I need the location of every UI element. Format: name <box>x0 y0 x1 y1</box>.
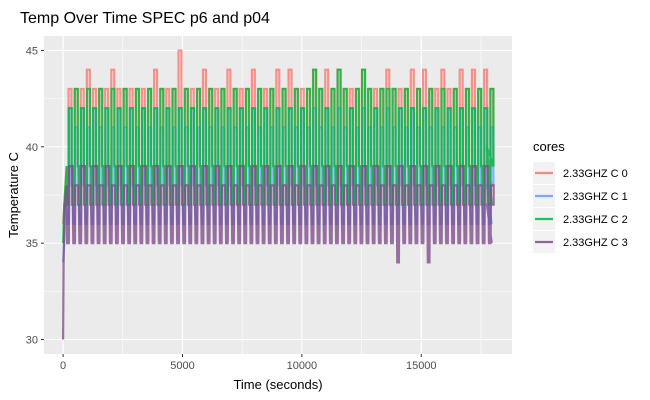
legend-items: 2.33GHZ C 0 2.33GHZ C 1 2.33GHZ C 2 2.33GHZ… <box>533 162 628 253</box>
chart-title: Temp Over Time SPEC p6 and p04 <box>20 10 270 27</box>
x-tick-label: 10000 <box>287 360 318 372</box>
x-tick-label: 0 <box>60 360 66 372</box>
legend: cores 2.33GHZ C 02.33GHZ C 12.33GHZ C 22… <box>533 139 628 253</box>
x-axis: 0 5000 10000 15000 <box>60 354 437 372</box>
y-tick-label: 30 <box>26 335 38 347</box>
x-tick-label: 15000 <box>406 360 437 372</box>
legend-label: 2.33GHZ C 1 <box>563 191 628 203</box>
y-axis: 30 35 40 45 <box>26 45 44 347</box>
y-tick-label: 45 <box>26 45 38 57</box>
legend-label: 2.33GHZ C 2 <box>563 214 628 226</box>
legend-title: cores <box>533 139 565 154</box>
x-tick-label: 5000 <box>170 360 194 372</box>
y-tick-label: 35 <box>26 238 38 250</box>
y-tick-label: 40 <box>26 142 38 154</box>
x-axis-title: Time (seconds) <box>233 377 322 392</box>
series-layer <box>62 49 495 340</box>
legend-label: 2.33GHZ C 3 <box>563 237 628 249</box>
legend-label: 2.33GHZ C 0 <box>563 168 628 180</box>
y-axis-title: Temperature C <box>6 152 21 238</box>
series-line-c3 <box>62 164 495 340</box>
